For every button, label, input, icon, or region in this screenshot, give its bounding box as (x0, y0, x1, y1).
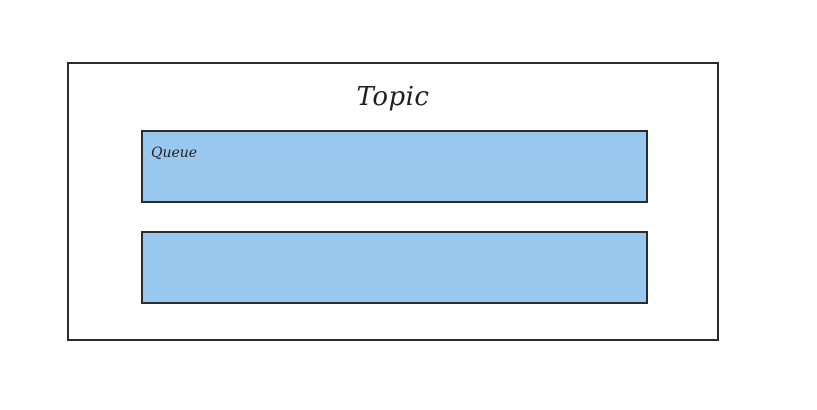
topic-title: Topic (356, 82, 430, 112)
topic-container: Topic Queue (67, 62, 719, 341)
queue-box-2 (141, 231, 648, 304)
queue-box-1: Queue (141, 130, 648, 203)
queue-label-1: Queue (151, 145, 198, 161)
